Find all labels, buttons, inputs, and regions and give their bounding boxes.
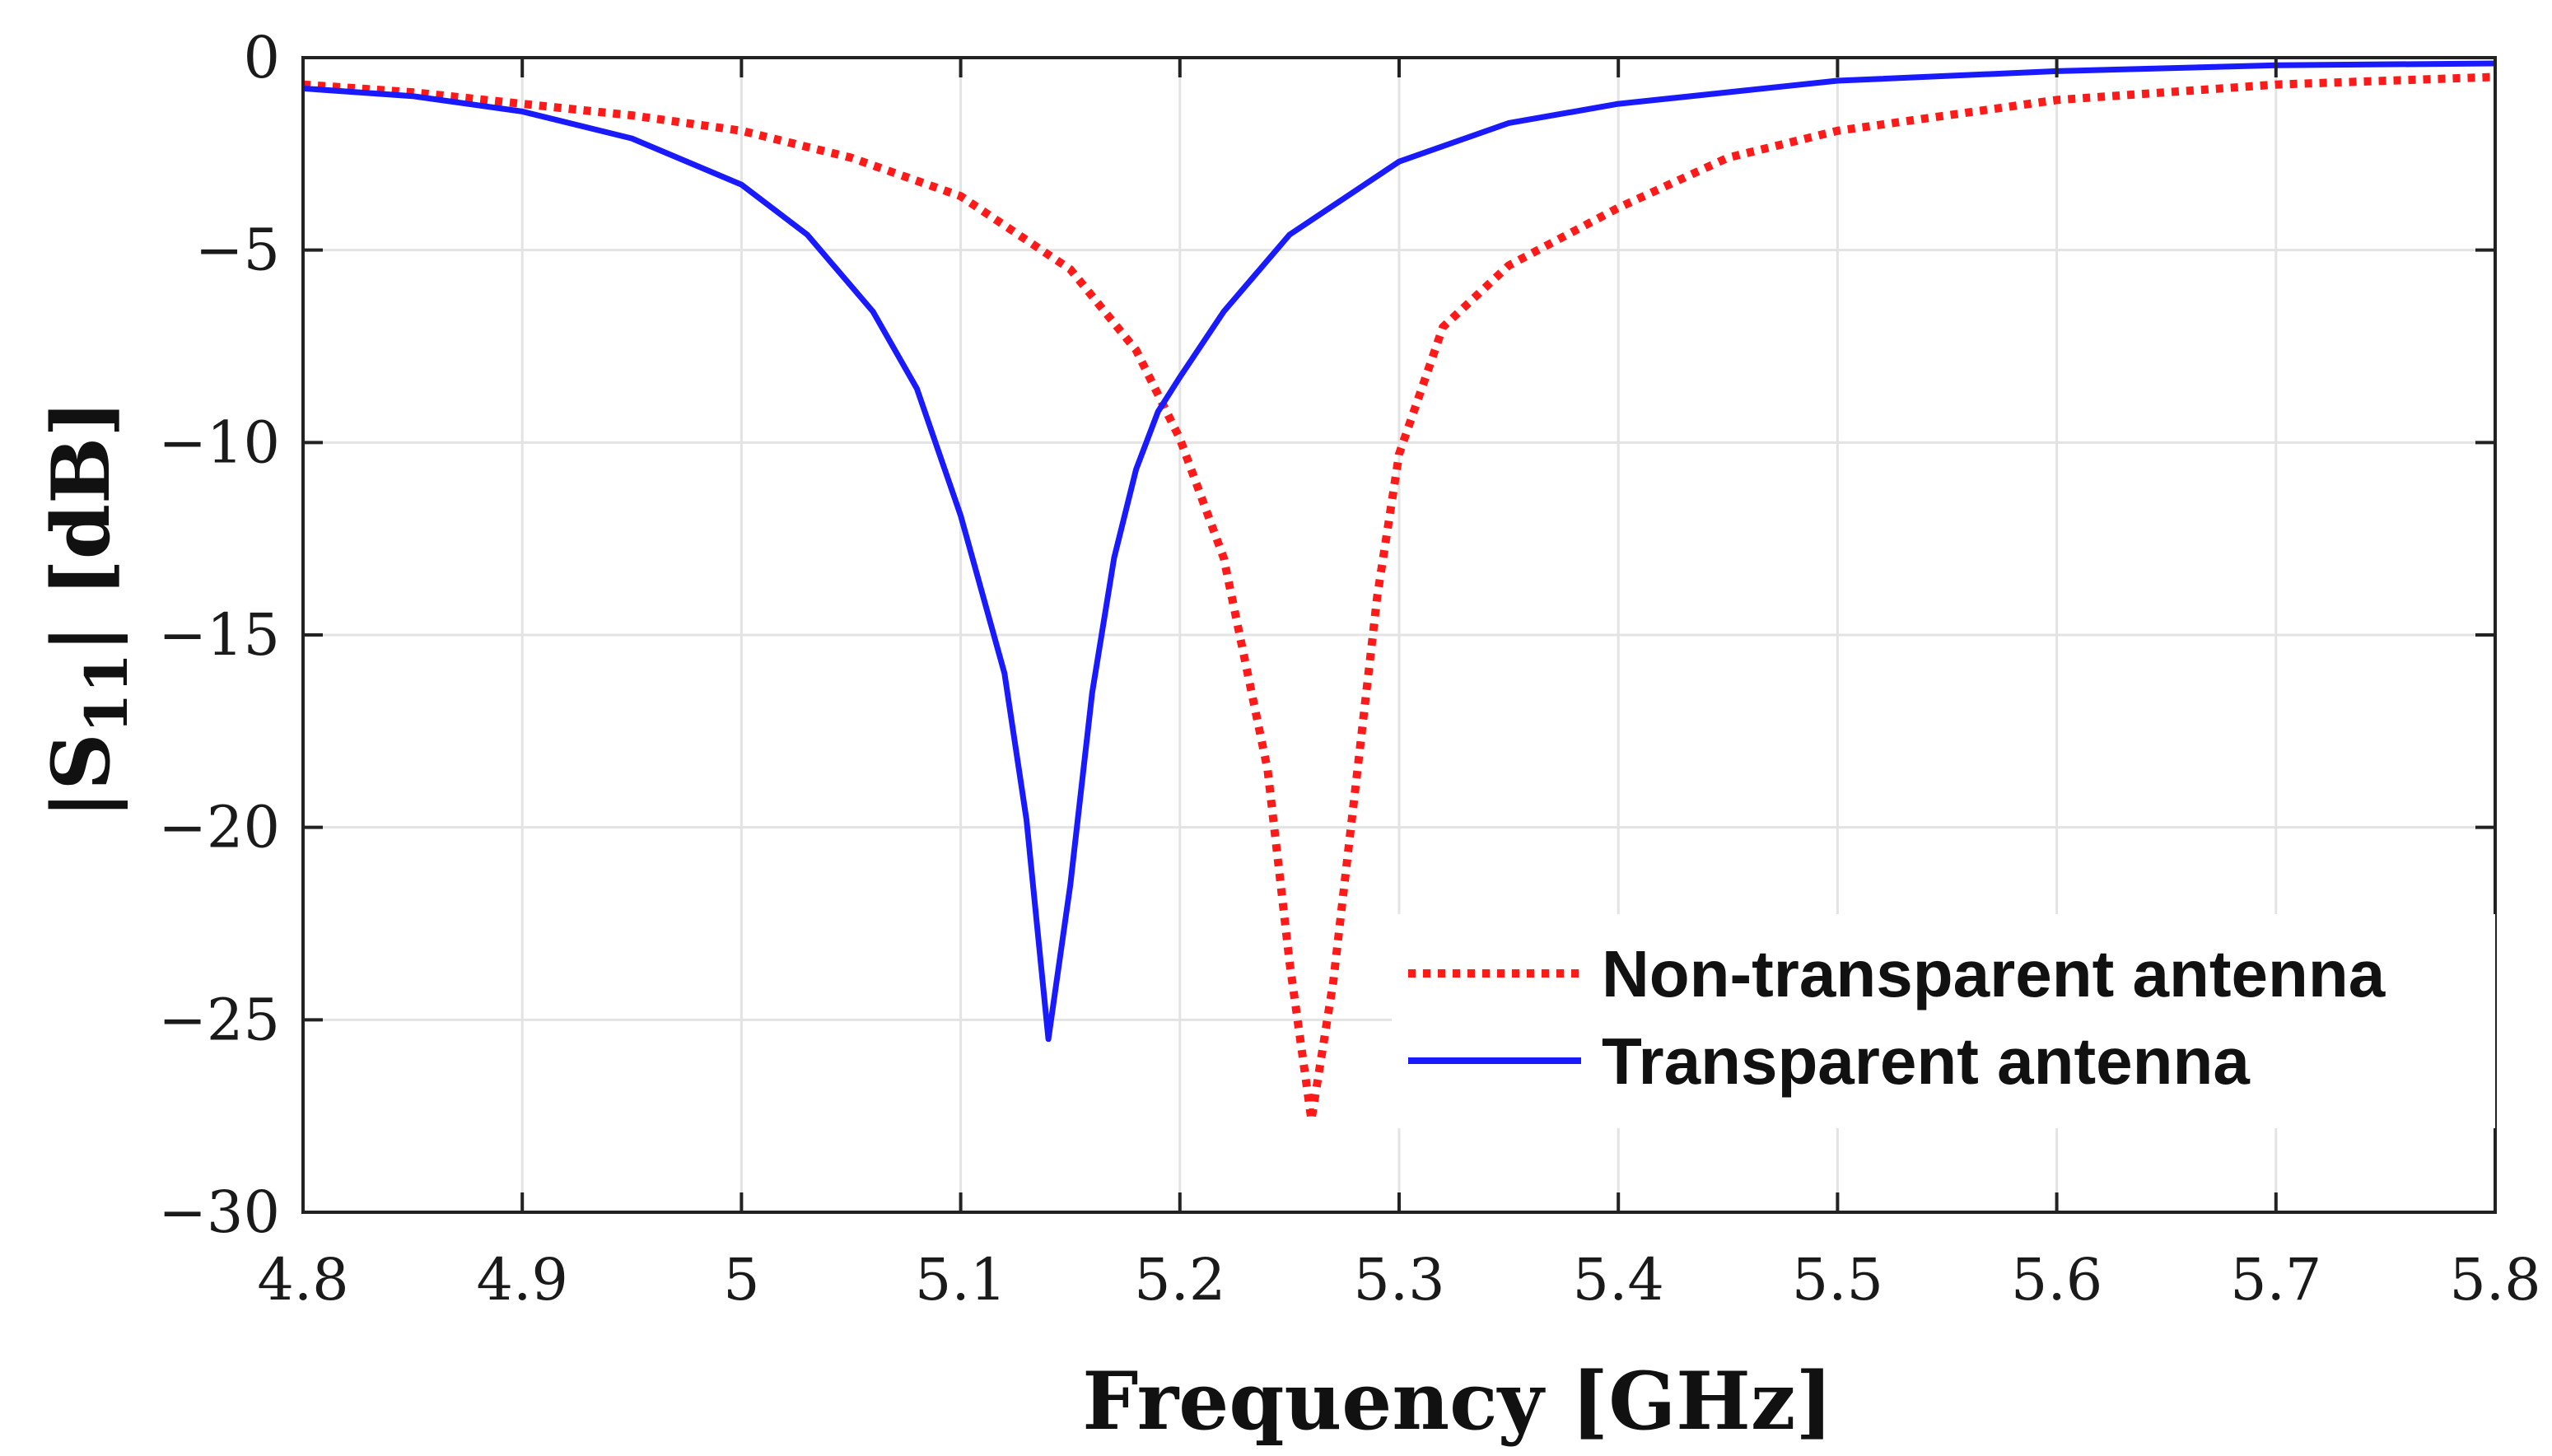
x-tick-label-10: 5.8: [2449, 1246, 2540, 1314]
x-tick-label-9: 5.7: [2230, 1246, 2321, 1314]
axes: [301, 56, 2497, 1214]
x-tick-label-4: 5.2: [1134, 1246, 1225, 1314]
x-tick-labels: 4.8 4.9 5 5.1 5.2 5.3 5.4 5.5 5.6 5.7 5.8: [257, 1246, 2540, 1314]
legend-box: [1392, 914, 2495, 1128]
y-tick-label-1: −5: [195, 217, 280, 284]
y-tick-label-5: −25: [158, 986, 280, 1053]
x-tick-label-2: 5: [723, 1246, 760, 1314]
x-tick-label-5: 5.3: [1353, 1246, 1444, 1314]
y-tick-label-4: −20: [158, 794, 280, 861]
y-tick-label-0: 0: [243, 24, 280, 91]
x-tick-label-3: 5.1: [915, 1246, 1006, 1314]
x-tick-label-8: 5.6: [2011, 1246, 2102, 1314]
series-line-non-transparent-antenna: [302, 72, 2496, 1124]
legend-label-non-transparent: Non-transparent antenna: [1602, 937, 2386, 1010]
x-tick-label-0: 4.8: [257, 1246, 348, 1314]
y-axis-title-subscript: 11: [72, 653, 141, 733]
series-line-transparent-antenna: [302, 60, 2496, 1043]
x-tick-label-7: 5.5: [1792, 1246, 1883, 1314]
legend: Non-transparent antenna Transparent ante…: [1392, 914, 2495, 1128]
y-axis-title-tail: | [dB]: [35, 399, 128, 652]
y-tick-labels: 0 −5 −10 −15 −20 −25 −30: [158, 24, 280, 1246]
y-axis-title-main: |S: [35, 733, 128, 819]
y-tick-label-6: −30: [158, 1178, 280, 1246]
y-tick-label-2: −10: [158, 408, 280, 476]
series-layer: [302, 60, 2496, 1124]
x-tick-label-1: 4.9: [477, 1246, 568, 1314]
x-axis-title: Frequency [GHz]: [1082, 1355, 1833, 1448]
x-tick-label-6: 5.4: [1573, 1246, 1664, 1314]
legend-label-transparent: Transparent antenna: [1602, 1024, 2250, 1098]
y-tick-label-3: −15: [158, 601, 280, 669]
y-axis-title: |S11| [dB]: [35, 399, 141, 819]
